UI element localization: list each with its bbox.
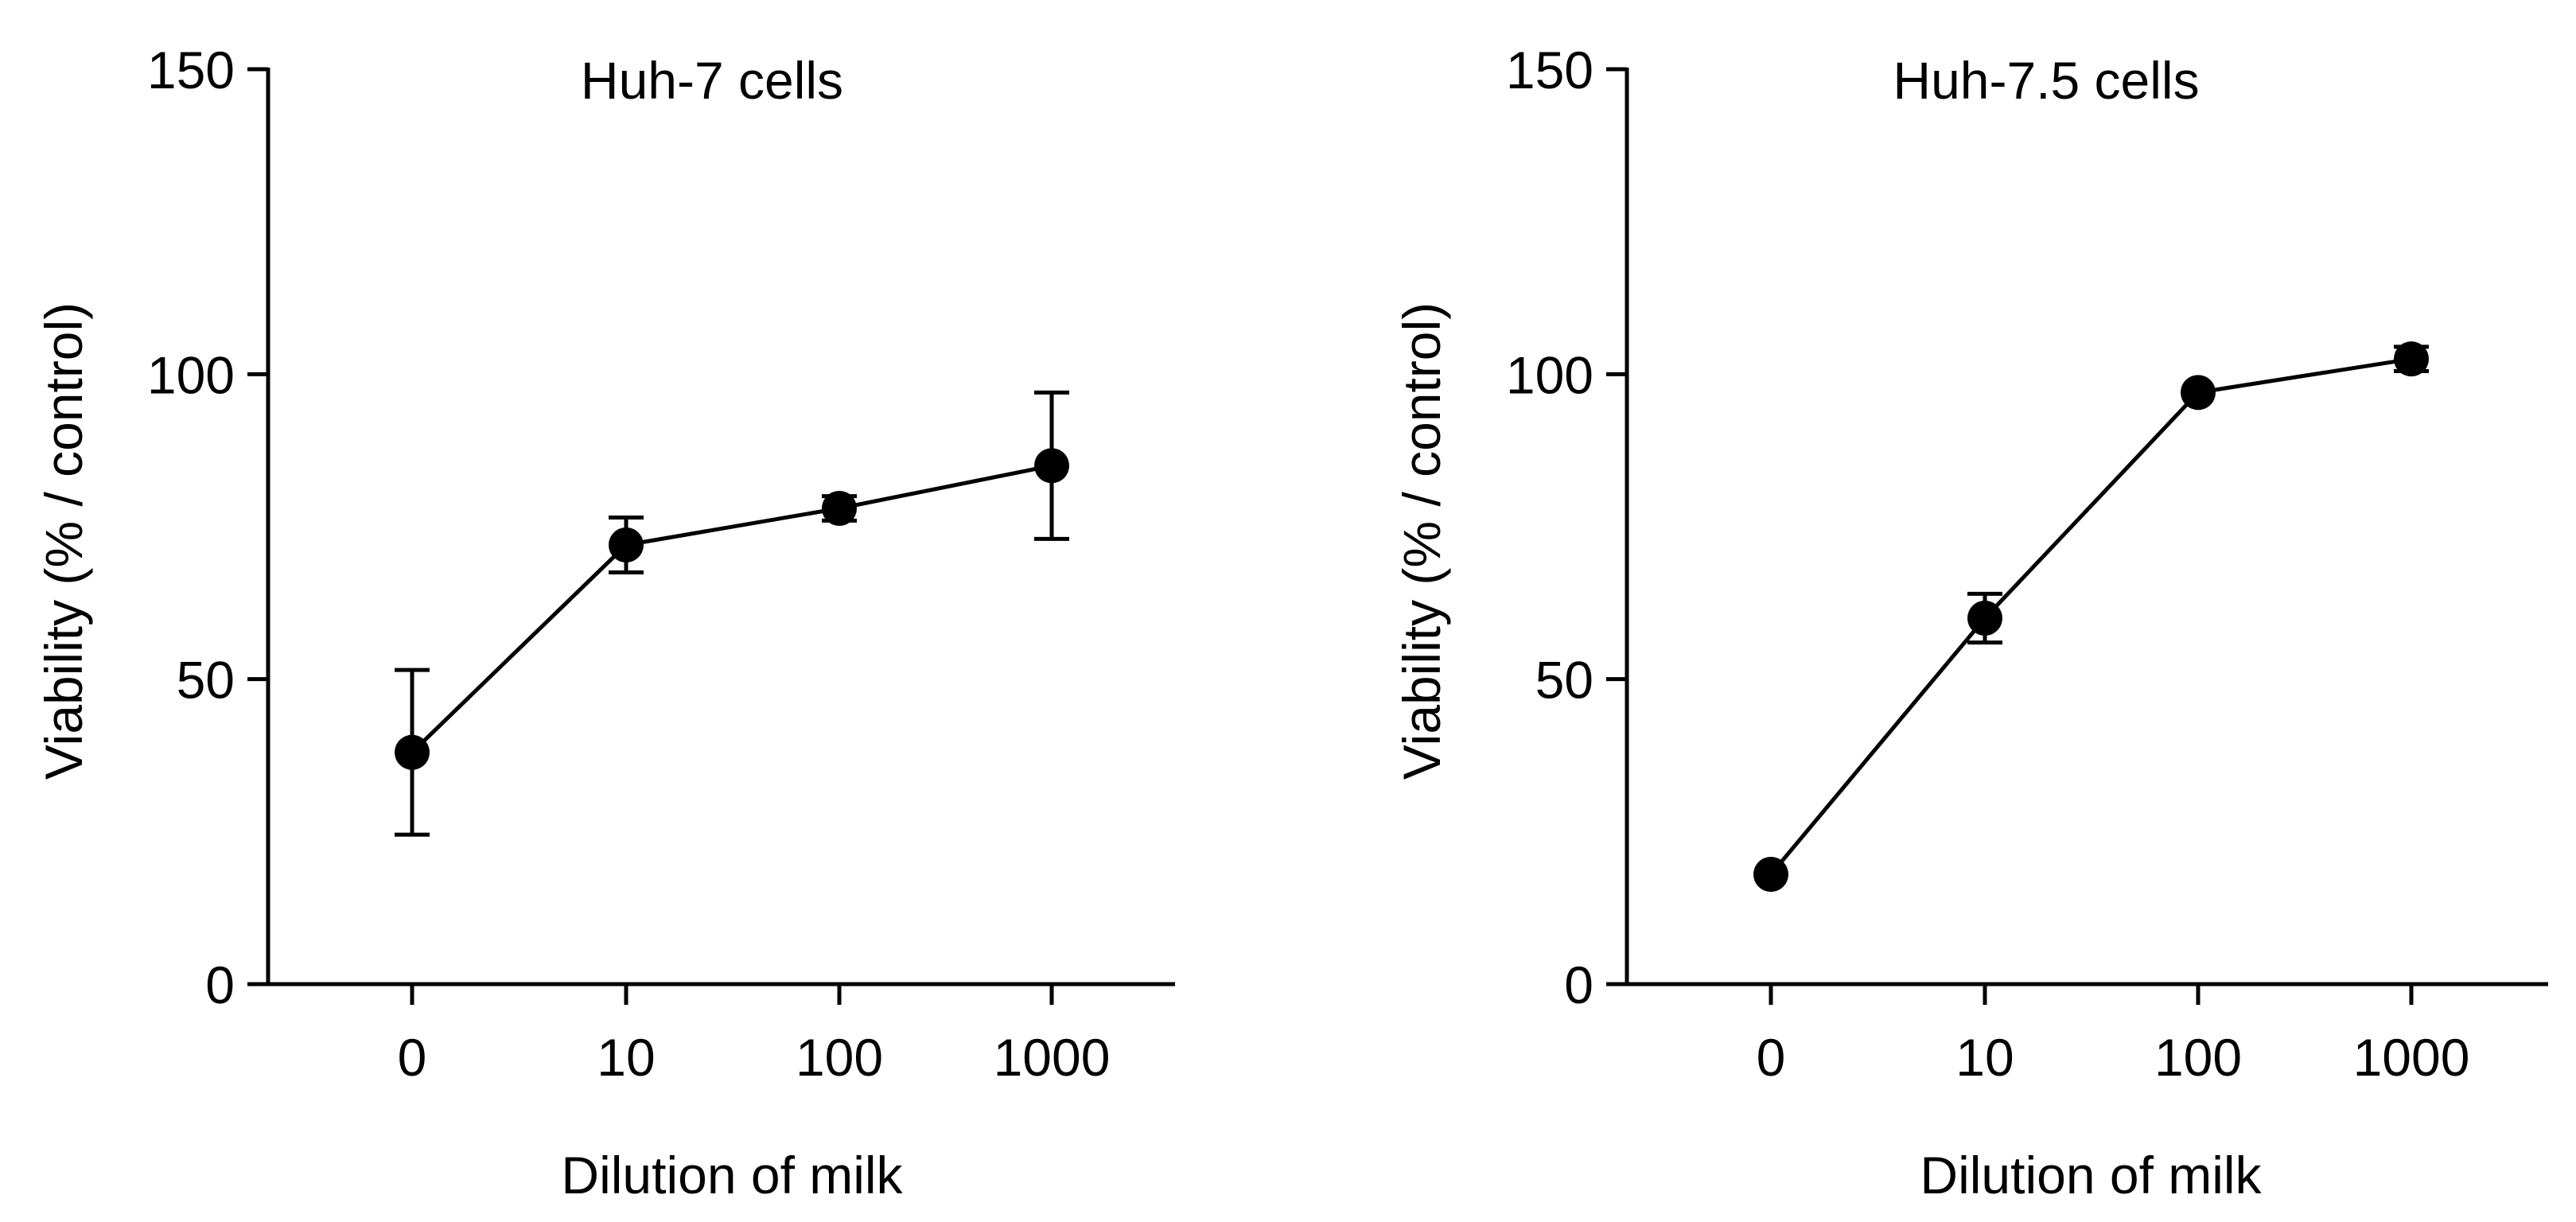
x-tick-label: 1000 [2353,1028,2470,1087]
x-tick-label: 0 [1757,1028,1786,1087]
data-point [2181,375,2216,411]
y-axis-title: Viability (% / control) [1392,302,1451,780]
data-point [609,527,644,562]
chart-panel-huh7: Huh-7 cells Viability (% / control) Dilu… [34,41,1175,1204]
x-tick-label: 1000 [994,1028,1111,1087]
series-line [411,463,1053,754]
chart-title: Huh-7 cells [581,51,843,110]
y-tick-label: 100 [147,345,235,404]
y-axis-title: Viability (% / control) [34,302,93,780]
x-axis-title: Dilution of milk [1920,1146,2262,1204]
y-tick-label: 0 [1564,955,1593,1014]
y-tick-label: 0 [205,955,235,1014]
chart-panel-huh75: Huh-7.5 cells Viability (% / control) Di… [1392,41,2548,1204]
data-point [2394,341,2429,377]
data-point [1034,448,1069,484]
x-tick-label: 0 [398,1028,427,1087]
data-point [1967,601,2002,636]
data-point [822,491,857,526]
y-tick-label: 50 [1535,651,1593,710]
data-point [1753,857,1788,892]
x-tick-label: 10 [597,1028,655,1087]
x-tick-label: 10 [1955,1028,2014,1087]
x-tick-label: 100 [796,1028,883,1087]
y-tick-label: 50 [177,651,235,710]
series-line [1769,356,2412,876]
x-tick-label: 100 [2154,1028,2242,1087]
y-tick-label: 150 [1506,41,1593,99]
x-axis-title: Dilution of milk [561,1146,903,1204]
chart-title: Huh-7.5 cells [1893,51,2199,110]
y-tick-label: 100 [1506,345,1593,404]
y-tick-label: 150 [147,41,235,99]
data-point [395,734,430,770]
